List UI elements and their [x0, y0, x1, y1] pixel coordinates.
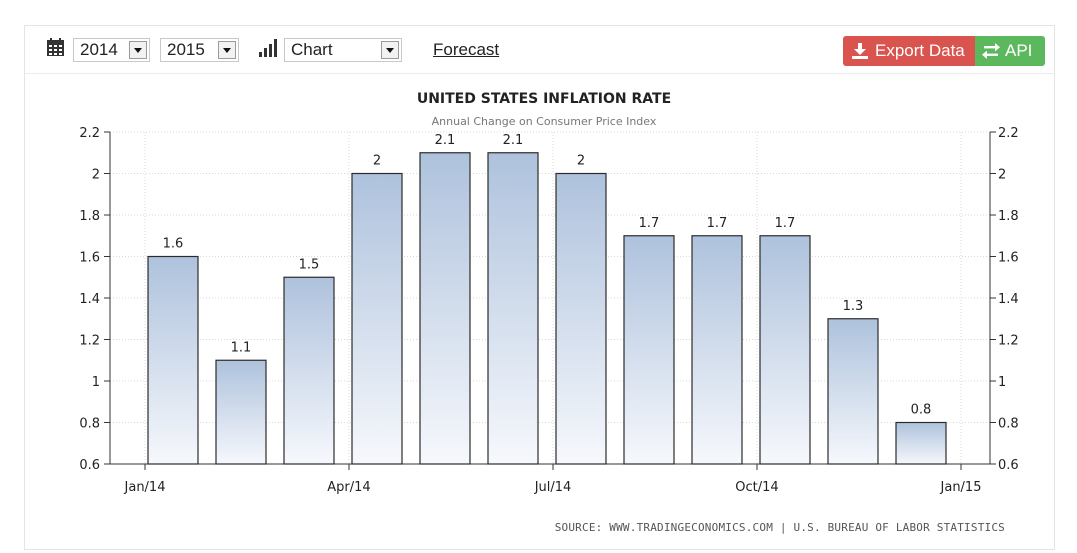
x-tick-label: Oct/14	[735, 480, 778, 495]
y-tick-label-right: 1.6	[998, 251, 1019, 266]
bar-chart-icon	[259, 39, 277, 57]
y-tick-label-left: 2	[92, 168, 100, 183]
y-tick-label-right: 1	[998, 375, 1006, 390]
export-data-label: Export Data	[875, 41, 965, 60]
bar-dec-2014	[895, 421, 947, 465]
bar-jun-2014	[487, 152, 539, 465]
gridlines	[110, 131, 990, 465]
end-year-value: 2015	[167, 40, 205, 59]
bar-value-label: 1.3	[843, 299, 864, 314]
chevron-down-icon	[129, 41, 147, 59]
start-year-select[interactable]: 2014	[73, 38, 150, 62]
y-tick-label-left: 1.4	[79, 292, 100, 307]
y-tick-label-left: 1.2	[79, 334, 100, 349]
source-note: SOURCE: WWW.TRADINGECONOMICS.COM | U.S. …	[555, 521, 1005, 534]
y-tick-label-right: 2.2	[998, 126, 1019, 141]
axes: 0.6 0.6 0.8 0.8 1 1 1.2 1.2 1.4 1.4 1.6 1.6 1.8 1.8 2 2…	[79, 126, 1018, 495]
toolbar: 2014 2015 Chart Forecast Export Data	[25, 26, 1054, 74]
x-tick-label: Jul/14	[534, 480, 572, 495]
chevron-down-icon	[218, 41, 236, 59]
y-tick-label-left: 0.6	[79, 458, 100, 473]
chevron-down-icon	[381, 41, 399, 59]
export-data-button[interactable]: Export Data	[843, 36, 975, 66]
bar-value-label: 1.6	[163, 237, 184, 252]
y-tick-label-right: 0.6	[998, 458, 1019, 473]
y-tick-label-right: 0.8	[998, 417, 1019, 432]
bar-value-label: 2.1	[435, 133, 456, 148]
y-tick-label-right: 2	[998, 168, 1006, 183]
bar-value-label: 2	[373, 154, 381, 169]
exchange-icon	[982, 43, 1000, 59]
x-tick-label: Apr/14	[327, 480, 370, 495]
view-type-value: Chart	[291, 40, 333, 59]
download-icon	[852, 43, 868, 59]
api-button[interactable]: API	[975, 36, 1045, 66]
bar-value-label: 1.1	[231, 340, 252, 355]
bar-sep-2014	[691, 235, 743, 465]
bars	[147, 152, 947, 465]
bar-value-label: 1.7	[707, 216, 728, 231]
bar-value-label: 1.5	[299, 257, 320, 272]
bar-jan-2014	[147, 255, 199, 465]
bar-feb-2014	[215, 359, 267, 465]
bar-may-2014	[419, 152, 471, 465]
bar-nov-2014	[827, 318, 879, 465]
bar-aug-2014	[623, 235, 675, 465]
chart-subtitle: Annual Change on Consumer Price Index	[432, 115, 657, 128]
bar-mar-2014	[283, 276, 335, 465]
y-tick-label-left: 1.8	[79, 209, 100, 224]
bar-value-label: 1.7	[639, 216, 660, 231]
forecast-link[interactable]: Forecast	[433, 40, 500, 59]
view-type-select[interactable]: Chart	[284, 38, 402, 62]
y-tick-label-right: 1.2	[998, 334, 1019, 349]
bar-apr-2014	[351, 172, 403, 465]
x-tick-label: Jan/14	[124, 480, 166, 495]
y-tick-label-left: 2.2	[79, 126, 100, 141]
end-year-select[interactable]: 2015	[160, 38, 239, 62]
y-tick-label-right: 1.4	[998, 292, 1019, 307]
y-tick-label-left: 1	[92, 375, 100, 390]
bar-jul-2014	[555, 172, 607, 465]
data-labels: 1.6 1.1 1.5 2 2.1 2.1 2 1.7 1.7 1.7 1.3 0.8	[163, 133, 932, 418]
api-label: API	[1005, 41, 1033, 60]
y-tick-label-left: 0.8	[79, 417, 100, 432]
bar-value-label: 2.1	[503, 133, 524, 148]
chart-title: UNITED STATES INFLATION RATE	[417, 91, 671, 107]
x-tick-label: Jan/15	[940, 480, 982, 495]
y-tick-label-right: 1.8	[998, 209, 1019, 224]
bar-value-label: 1.7	[775, 216, 796, 231]
y-tick-label-left: 1.6	[79, 251, 100, 266]
bar-value-label: 0.8	[911, 403, 932, 418]
calendar-icon	[47, 38, 64, 56]
start-year-value: 2014	[80, 40, 118, 59]
bar-value-label: 2	[577, 154, 585, 169]
bar-oct-2014	[759, 235, 811, 465]
